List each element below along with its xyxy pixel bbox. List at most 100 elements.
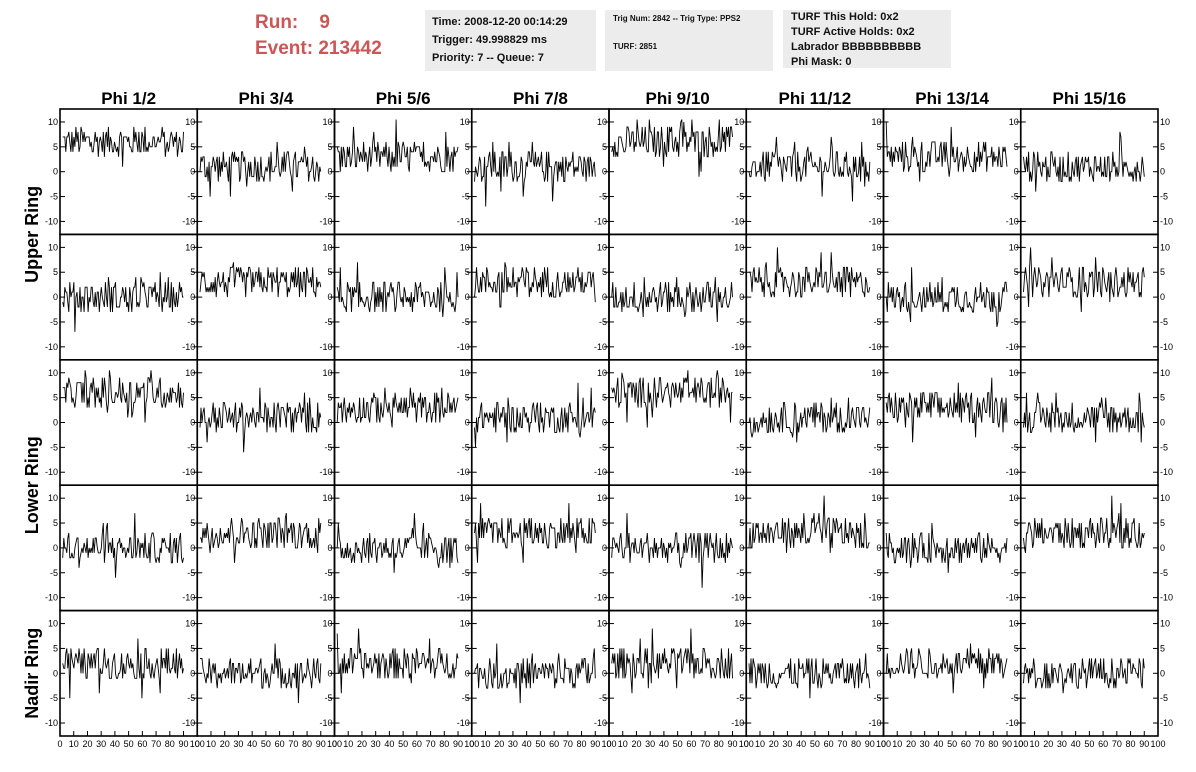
y-tick-label: 10 (1160, 368, 1170, 378)
y-tick-label: -5 (324, 693, 332, 703)
y-tick-label: -10 (594, 593, 607, 603)
waveform-trace (1023, 392, 1145, 443)
y-tick-label: -5 (1160, 192, 1168, 202)
x-tick-label: 30 (96, 739, 106, 749)
x-tick-label: 0 (744, 739, 749, 749)
x-tick-label: 100 (1150, 739, 1165, 749)
y-tick-label: 5 (876, 393, 881, 403)
y-tick-label: -10 (868, 467, 881, 477)
trigger-text: Trigger: 49.998829 ms (432, 34, 547, 46)
waveform-trace (199, 262, 322, 298)
time-text: Time: 2008-12-20 00:14:29 (432, 16, 568, 28)
y-tick-label: 5 (602, 518, 607, 528)
trigger-info-box: Trig Num: 2842 -- Trig Type: PPS2 TURF: … (605, 10, 773, 71)
y-tick-label: 5 (327, 518, 332, 528)
waveform-trace (336, 387, 459, 428)
x-tick-label: 50 (673, 739, 683, 749)
y-tick-label: -5 (50, 442, 58, 452)
y-tick-label: 0 (602, 292, 607, 302)
y-tick-label: 10 (871, 242, 881, 252)
y-tick-label: -10 (731, 718, 744, 728)
y-tick-label: 10 (48, 242, 58, 252)
labrador-text: Labrador BBBBBBBBBB (791, 41, 922, 53)
panel-frame (745, 484, 885, 612)
y-tick-label: -10 (457, 342, 470, 352)
x-tick-label: 10 (1029, 739, 1039, 749)
y-tick-label: -10 (319, 342, 332, 352)
y-tick-label: 0 (1014, 167, 1019, 177)
x-tick-label: 40 (659, 739, 669, 749)
panel-frame (333, 233, 473, 361)
y-tick-label: 5 (190, 643, 195, 653)
x-tick-label: 30 (920, 739, 930, 749)
y-tick-label: 5 (876, 518, 881, 528)
panel-frame (608, 358, 748, 486)
panel-frame (470, 358, 610, 486)
waveform-trace (885, 121, 1008, 182)
x-tick-label: 30 (782, 739, 792, 749)
x-tick-label: 70 (975, 739, 985, 749)
x-tick-label: 0 (1018, 739, 1023, 749)
panel-frame (470, 484, 610, 612)
run-event-label: Run: 9 Event: 213442 (255, 10, 382, 62)
waveform-trace (611, 119, 733, 177)
y-tick-label: -10 (182, 467, 195, 477)
y-tick-label: 10 (597, 117, 607, 127)
y-tick-label: -10 (1160, 216, 1173, 226)
y-tick-label: 0 (53, 167, 58, 177)
waveform-trace (611, 628, 733, 694)
x-tick-label: 90 (1139, 739, 1149, 749)
panel-frame (196, 609, 336, 737)
y-tick-label: -5 (736, 693, 744, 703)
y-tick-label: 0 (739, 292, 744, 302)
y-tick-label: -5 (599, 693, 607, 703)
y-tick-label: -10 (45, 467, 58, 477)
x-tick-label: 100 (464, 739, 479, 749)
y-tick-label: -5 (462, 693, 470, 703)
y-tick-label: -5 (1160, 693, 1168, 703)
y-tick-label: -5 (736, 442, 744, 452)
waveform-trace (885, 377, 1008, 443)
y-tick-label: -10 (868, 593, 881, 603)
y-tick-label: -10 (1160, 718, 1173, 728)
waveform-trace (611, 513, 733, 588)
waveform-trace (62, 638, 184, 699)
y-tick-label: 5 (53, 142, 58, 152)
y-tick-label: 0 (876, 167, 881, 177)
waveform-trace (749, 247, 871, 298)
y-tick-label: 5 (190, 518, 195, 528)
waveform-trace (885, 643, 1008, 694)
y-tick-label: 10 (597, 242, 607, 252)
x-tick-label: 70 (151, 739, 161, 749)
waveform-trace (611, 370, 733, 428)
y-tick-label: -5 (1011, 693, 1019, 703)
y-tick-label: -10 (182, 718, 195, 728)
y-tick-label: 5 (1014, 518, 1019, 528)
x-tick-label: 0 (881, 739, 886, 749)
y-tick-label: -10 (731, 342, 744, 352)
x-tick-label: 0 (332, 739, 337, 749)
y-tick-label: 0 (465, 418, 470, 428)
y-tick-label: 10 (1160, 117, 1170, 127)
y-tick-label: -10 (731, 593, 744, 603)
x-tick-label: 60 (686, 739, 696, 749)
waveform-trace (1023, 658, 1145, 694)
x-tick-label: 90 (179, 739, 189, 749)
y-tick-label: -10 (457, 216, 470, 226)
y-tick-label: 10 (185, 619, 195, 629)
y-tick-label: 0 (190, 418, 195, 428)
x-tick-label: 0 (469, 739, 474, 749)
y-tick-label: -10 (1006, 342, 1019, 352)
x-tick-label: 90 (1002, 739, 1012, 749)
waveform-trace (62, 126, 184, 167)
y-tick-label: 0 (602, 167, 607, 177)
x-tick-label: 20 (769, 739, 779, 749)
y-tick-label: -10 (182, 216, 195, 226)
y-tick-label: -5 (50, 568, 58, 578)
y-tick-label: 5 (190, 142, 195, 152)
x-tick-label: 20 (357, 739, 367, 749)
y-tick-label: -10 (594, 718, 607, 728)
y-tick-label: 5 (465, 518, 470, 528)
x-tick-label: 0 (606, 739, 611, 749)
y-tick-label: -5 (1160, 568, 1168, 578)
